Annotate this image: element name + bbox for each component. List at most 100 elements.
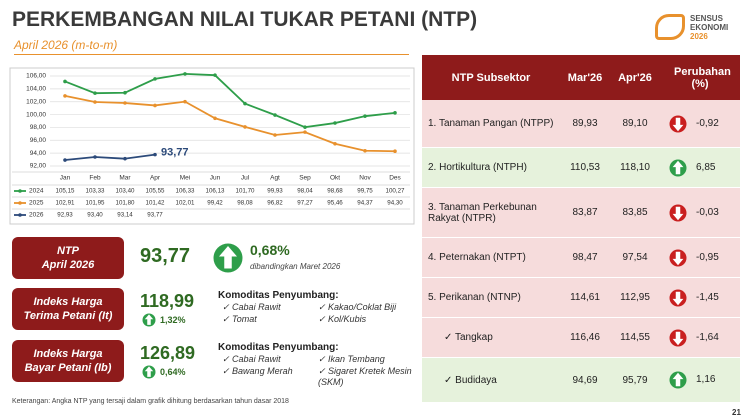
point xyxy=(93,91,97,95)
panel-value: 93,77 xyxy=(140,245,191,267)
change-icon xyxy=(669,159,687,176)
row-apr: 89,10 xyxy=(622,118,648,129)
change-icon xyxy=(669,249,687,266)
point xyxy=(123,156,127,161)
arrow xyxy=(672,291,684,305)
change-icon xyxy=(142,365,156,379)
table-row: 2. Hortikultura (NTPH) 110,53 118,10 6,85 xyxy=(422,148,740,188)
panel-label: Indeks Harga Bayar Petani (Ib) xyxy=(12,340,124,382)
table-value: 92,93 xyxy=(57,212,73,219)
change-icon xyxy=(213,243,243,273)
table-value: 99,75 xyxy=(357,188,373,195)
x-tick-label: Sep xyxy=(299,175,311,182)
point xyxy=(333,121,337,125)
table-value: 100,27 xyxy=(386,188,405,195)
data-label: 93,77 xyxy=(161,147,189,159)
panel-change: 0,64% xyxy=(160,367,186,377)
y-tick-label: 100,00 xyxy=(26,111,46,118)
table-header: NTP Subsektor Mar'26 Apr'26 Perubahan (%… xyxy=(422,55,740,100)
panel-label-line: Bayar Petani (Ib) xyxy=(24,362,112,374)
legend-label: 2024 xyxy=(29,188,44,195)
panel-label: Indeks Harga Terima Petani (It) xyxy=(12,288,124,330)
point xyxy=(183,99,187,104)
point xyxy=(153,103,157,108)
table-value: 93,14 xyxy=(117,212,133,219)
row-mar: 89,93 xyxy=(572,118,598,129)
row-change-value: -0,92 xyxy=(696,117,719,129)
y-tick-label: 106,00 xyxy=(26,73,46,80)
change-icon xyxy=(142,313,156,327)
row-change-value: -0,95 xyxy=(696,251,719,263)
table-value: 101,80 xyxy=(116,200,135,207)
table-row: 4. Peternakan (NTPT) 98,47 97,54 -0,95 xyxy=(422,238,740,278)
panel-label-line: Indeks Harga xyxy=(33,296,103,308)
row-name: 5. Perikanan (NTNP) xyxy=(428,292,521,303)
x-tick-label: Des xyxy=(389,175,401,182)
change-icon xyxy=(669,371,687,389)
panel-value: 126,89 xyxy=(140,343,196,363)
x-tick-label: Okt xyxy=(330,175,340,182)
komoditas-item: Tomat xyxy=(222,314,322,325)
row-mar: 83,87 xyxy=(572,207,598,218)
panel-label-line: Indeks Harga xyxy=(33,348,103,360)
header-cell: Perubahan (%) xyxy=(674,65,731,90)
row-apr: 118,10 xyxy=(620,162,650,173)
komoditas-item: Kol/Kubis xyxy=(318,314,418,325)
table-value: 98,08 xyxy=(237,200,253,207)
table-value: 94,37 xyxy=(357,200,373,207)
komoditas-item: Bawang Merah xyxy=(222,366,322,377)
x-tick-label: Agt xyxy=(270,175,280,182)
table-value: 102,91 xyxy=(56,200,75,207)
point xyxy=(153,77,157,81)
table-value: 94,30 xyxy=(387,200,403,207)
row-change-value: -1,64 xyxy=(696,331,719,343)
point xyxy=(273,113,277,117)
point xyxy=(183,72,187,76)
komoditas-item: Sigaret Kretek Mesin (SKM) xyxy=(318,366,418,388)
table-value: 95,46 xyxy=(327,200,343,207)
row-mar: 114,61 xyxy=(570,292,600,303)
komoditas-item: Kakao/Coklat Biji xyxy=(318,302,418,313)
panel-value: 118,99 xyxy=(140,291,195,311)
y-tick-label: 94,00 xyxy=(30,150,47,157)
point xyxy=(213,116,217,121)
komoditas-item: Cabai Rawit xyxy=(222,302,322,313)
arrow xyxy=(144,314,154,325)
row-name: 1. Tanaman Pangan (NTPP) xyxy=(428,118,554,129)
subtitle: April 2026 (m-to-m) xyxy=(14,38,118,52)
row-change: -0,03 xyxy=(660,188,740,237)
table-value: 97,27 xyxy=(297,200,313,207)
row-name: ✓ Budidaya xyxy=(444,374,497,386)
point xyxy=(63,158,67,162)
logo-line: 2026 xyxy=(690,32,708,41)
change-icon xyxy=(669,204,687,221)
legend-label: 2025 xyxy=(29,200,44,207)
y-tick-label: 98,00 xyxy=(30,124,47,131)
table-value: 99,93 xyxy=(267,188,283,195)
table-value: 101,70 xyxy=(236,188,255,195)
row-change: -0,92 xyxy=(660,100,740,147)
panel-label-line: NTP xyxy=(57,245,79,257)
row-name: ✓ Tangkap xyxy=(444,332,493,343)
arrow xyxy=(672,372,684,387)
point xyxy=(63,79,67,84)
row-change: 6,85 xyxy=(660,148,740,187)
series-line xyxy=(64,72,396,129)
x-tick-label: Feb xyxy=(89,175,101,182)
legend-marker xyxy=(18,213,22,217)
table-value: 101,95 xyxy=(86,200,105,207)
row-apr: 112,95 xyxy=(620,292,650,303)
row-mar: 116,46 xyxy=(570,332,600,343)
table-value: 101,42 xyxy=(146,200,165,207)
y-tick-label: 104,00 xyxy=(26,86,46,93)
title: PERKEMBANGAN NILAI TUKAR PETANI (NTP) xyxy=(12,8,478,31)
row-name: 2. Hortikultura (NTPH) xyxy=(428,162,527,173)
panel-label: NTP April 2026 xyxy=(12,237,124,279)
header-cell: NTP Subsektor xyxy=(451,71,531,84)
arrow xyxy=(672,331,684,345)
x-tick-label: Nov xyxy=(359,175,371,182)
x-tick-label: Jul xyxy=(241,175,250,182)
change-icon xyxy=(669,289,687,306)
x-tick-label: Jan xyxy=(60,175,71,182)
